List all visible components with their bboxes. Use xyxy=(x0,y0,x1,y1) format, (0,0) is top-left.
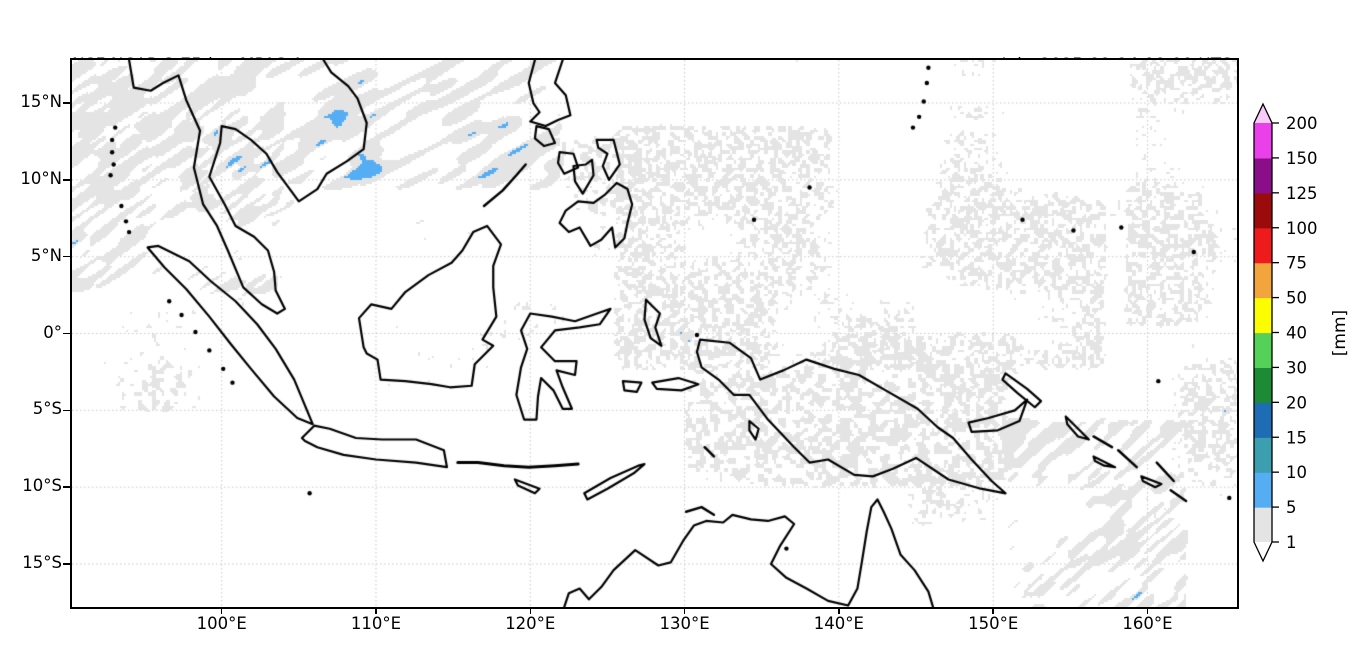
colorbar-segment xyxy=(1254,507,1272,543)
x-axis-tick-mark xyxy=(1146,608,1149,614)
x-axis-tick-mark xyxy=(220,608,223,614)
x-axis-tick-mark xyxy=(529,608,532,614)
colorbar-segment xyxy=(1254,192,1272,229)
colorbar-segment xyxy=(1254,472,1272,508)
colorbar-segment xyxy=(1254,123,1272,159)
colorbar-segment xyxy=(1254,262,1272,299)
y-axis-tick-mark xyxy=(63,102,70,104)
colorbar-under-arrow xyxy=(1254,542,1272,561)
y-axis-tick-mark xyxy=(63,255,70,258)
y-axis-tick-mark xyxy=(63,563,70,565)
colorbar-tick-label: 5 xyxy=(1286,498,1297,517)
colorbar-tick-label: 10 xyxy=(1286,463,1307,482)
x-axis-tick-mark xyxy=(683,608,686,614)
x-axis-tick-label: 140°E xyxy=(813,614,864,633)
y-axis-tick-label: 5°N xyxy=(30,245,62,265)
colorbar-tick-label: 50 xyxy=(1286,289,1307,308)
x-axis-tick-label: 130°E xyxy=(659,614,710,633)
x-axis-tick-mark xyxy=(838,608,840,614)
colorbar-segment xyxy=(1254,437,1272,473)
x-axis-tick-label: 120°E xyxy=(505,614,556,633)
colorbar-segment xyxy=(1254,367,1272,403)
map-frame xyxy=(70,58,1239,609)
colorbar-tick-label: 20 xyxy=(1286,393,1307,412)
colorbar-segment xyxy=(1254,227,1272,264)
x-axis-tick-label: 100°E xyxy=(196,614,247,633)
y-axis-tick-label: 15°S xyxy=(22,552,62,572)
colorbar-tick-label: 150 xyxy=(1286,149,1318,168)
colorbar-unit-label: [mm] xyxy=(1330,310,1350,356)
colorbar-tick-label: 15 xyxy=(1286,428,1307,447)
precipitation-map-canvas xyxy=(72,60,1237,607)
colorbar-tick-label: 125 xyxy=(1286,184,1318,203)
y-axis-tick-mark xyxy=(63,332,70,335)
y-axis-tick-label: 0° xyxy=(43,322,62,342)
y-axis-tick-label: 15°N xyxy=(20,92,62,112)
y-axis-tick-label: 10°N xyxy=(20,168,62,188)
colorbar-over-arrow xyxy=(1254,104,1272,123)
x-axis-tick-label: 110°E xyxy=(350,614,402,633)
y-axis-tick-label: 10°S xyxy=(22,476,62,496)
x-axis-tick-mark xyxy=(992,608,994,614)
colorbar-tick-label: 100 xyxy=(1286,219,1318,238)
x-axis-tick-mark xyxy=(375,608,377,614)
y-axis-tick-mark xyxy=(63,409,70,412)
colorbar-tick-label: 30 xyxy=(1286,358,1307,377)
colorbar-tick-label: 1 xyxy=(1286,533,1297,552)
x-axis-tick-label: 150°E xyxy=(968,614,1019,633)
x-axis-tick-label: 160°E xyxy=(1122,614,1173,633)
y-axis-tick-mark xyxy=(63,486,70,488)
colorbar: 1 5 10 15 20 30 40 50 75 100 125 150 200 [mm] xyxy=(1248,93,1361,573)
colorbar-segment xyxy=(1254,332,1272,369)
colorbar-tick-label: 40 xyxy=(1286,324,1307,343)
colorbar-segment xyxy=(1254,402,1272,438)
y-axis-tick-label: 5°S xyxy=(32,399,62,419)
colorbar-tick-label: 75 xyxy=(1286,254,1307,273)
y-axis-tick-mark xyxy=(63,179,70,181)
colorbar-segment xyxy=(1254,157,1272,194)
colorbar-segment xyxy=(1254,297,1272,334)
colorbar-tick-label: 200 xyxy=(1286,114,1318,133)
